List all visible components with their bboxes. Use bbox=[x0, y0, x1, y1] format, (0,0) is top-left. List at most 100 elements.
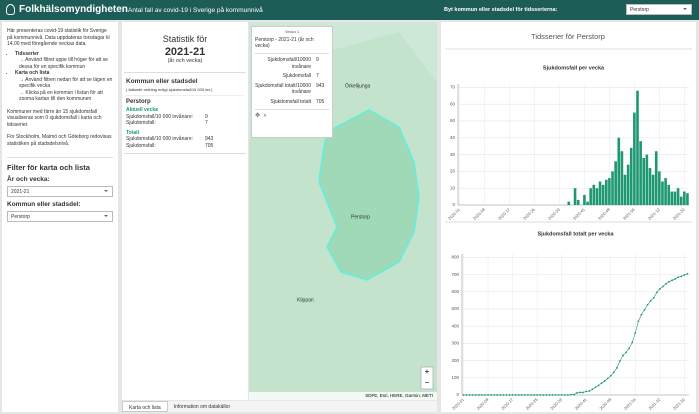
zoom-out[interactable]: − bbox=[425, 378, 430, 387]
data-point bbox=[597, 384, 600, 387]
data-point bbox=[643, 308, 646, 311]
item-name: Perstorp bbox=[126, 99, 151, 105]
note: För Stockholm, Malmö och Göteborg redovi… bbox=[7, 134, 112, 147]
data-point bbox=[533, 394, 535, 396]
y-tick-label: 70 bbox=[450, 85, 456, 90]
data-point bbox=[686, 272, 689, 275]
data-point bbox=[680, 275, 683, 278]
data-point bbox=[490, 394, 493, 396]
data-point bbox=[499, 394, 502, 396]
bar bbox=[601, 184, 605, 205]
data-point bbox=[622, 354, 624, 357]
x-tick-label: 2020-01 bbox=[451, 396, 465, 410]
data-point bbox=[576, 392, 578, 394]
data-point bbox=[474, 394, 477, 396]
data-point bbox=[517, 394, 520, 396]
selector[interactable]: Perstorp bbox=[626, 4, 692, 15]
x-tick-label: 2021-04 bbox=[622, 206, 636, 220]
bar bbox=[658, 171, 661, 205]
data-point bbox=[548, 394, 551, 396]
data-point bbox=[508, 394, 511, 396]
data-point bbox=[505, 394, 508, 396]
municipality-shape[interactable] bbox=[318, 109, 420, 281]
data-point bbox=[554, 394, 557, 396]
logo-icon bbox=[6, 4, 15, 15]
bar bbox=[633, 112, 636, 205]
filter-label: År och vecka: bbox=[7, 176, 50, 183]
data-point bbox=[496, 394, 499, 396]
bullet-line: → Använd filtren nedan för att se lägen … bbox=[19, 76, 113, 90]
bar bbox=[642, 157, 646, 205]
data-point bbox=[655, 291, 658, 294]
bar bbox=[623, 174, 627, 205]
data-point bbox=[493, 394, 496, 396]
stats-week-note: (år och vecka) bbox=[167, 58, 203, 64]
data-point bbox=[551, 394, 554, 396]
x-tick-label: 2020-09 bbox=[476, 396, 490, 410]
y-tick-label: 200 bbox=[451, 358, 459, 363]
item-row: Sjukdomsfall/10 000 invånare: 943 bbox=[126, 136, 244, 143]
data-point bbox=[462, 394, 465, 396]
bar bbox=[626, 164, 630, 205]
bar bbox=[629, 147, 633, 205]
data-point bbox=[465, 394, 468, 396]
zoom-in[interactable]: + bbox=[425, 367, 430, 376]
bar bbox=[614, 161, 617, 205]
popup-row: Sjukdomsfall/10000 invånare 9 bbox=[255, 57, 329, 70]
bar bbox=[676, 188, 680, 205]
bar bbox=[620, 151, 624, 205]
y-tick-label: 40 bbox=[450, 135, 456, 140]
row-value: 9 bbox=[316, 57, 319, 63]
zoom-control[interactable] bbox=[420, 366, 434, 390]
data-point bbox=[484, 394, 486, 396]
chart-title: Sjukdomsfall per vecka bbox=[543, 65, 605, 71]
x-tick-label: 2020-25 bbox=[522, 206, 536, 220]
popup-tools[interactable]: ✥ ⌕ bbox=[255, 109, 329, 120]
y-tick-label: 500 bbox=[451, 306, 459, 311]
stats-heading: Statistik för bbox=[162, 34, 208, 44]
bar bbox=[604, 179, 608, 205]
row-value: 705 bbox=[316, 98, 325, 105]
data-point bbox=[579, 391, 582, 394]
place-label: Perstorp bbox=[351, 214, 370, 220]
tab[interactable]: Karta och lista bbox=[122, 401, 168, 412]
y-tick-label: 600 bbox=[451, 289, 459, 294]
data-point bbox=[658, 288, 661, 290]
bar bbox=[595, 188, 599, 205]
timeseries-panel: Tidsserier för Perstorp Sjukdomsfall per… bbox=[441, 22, 696, 412]
bar bbox=[664, 178, 667, 205]
bar bbox=[667, 184, 671, 205]
municipality-dropdown[interactable]: Perstorp bbox=[7, 211, 113, 222]
data-point bbox=[481, 394, 483, 396]
data-point bbox=[625, 351, 628, 354]
data-point bbox=[520, 394, 523, 396]
header-title: Antal fall av covid-19 i Sverige på komm… bbox=[128, 7, 263, 14]
y-tick-label: 20 bbox=[450, 169, 456, 174]
data-point bbox=[668, 280, 670, 283]
row-value: 943 bbox=[316, 82, 325, 89]
row-label: Sjukdomsfall/10 000 invånare: bbox=[126, 113, 193, 120]
x-tick-label: 2020-41 bbox=[572, 206, 586, 220]
data-point bbox=[683, 274, 686, 276]
bullets: Tidsserier→ Använd filtret uppe till hög… bbox=[15, 51, 113, 103]
x-tick-label: 2020-49 bbox=[598, 396, 612, 410]
bar bbox=[573, 188, 577, 205]
data-point bbox=[628, 347, 631, 350]
list-item[interactable]: Perstorp Aktuell vecka Sjukdomsfall/10 0… bbox=[126, 95, 244, 149]
selector-label: Byt kommun eller stadsdel för tidsserier… bbox=[444, 7, 558, 13]
y-tick-label: 800 bbox=[451, 255, 459, 260]
tab[interactable]: Information om datakällor bbox=[173, 404, 231, 410]
data-point bbox=[606, 377, 609, 380]
data-point bbox=[560, 394, 563, 396]
item-section: Aktuell vecka bbox=[126, 107, 158, 113]
data-point bbox=[502, 394, 505, 396]
bar bbox=[576, 199, 580, 205]
y-tick-label: 700 bbox=[451, 272, 459, 277]
x-tick-label: 2021-12 bbox=[647, 206, 661, 220]
week-dropdown[interactable]: 2021-21 bbox=[7, 186, 113, 197]
x-tick-label: 2021-20 bbox=[672, 206, 686, 220]
popup-title: Perstorp - 2021-21 (år och vecka) bbox=[255, 37, 314, 49]
bar bbox=[598, 181, 602, 205]
bar bbox=[683, 191, 686, 205]
y-tick-label: 100 bbox=[451, 375, 459, 380]
